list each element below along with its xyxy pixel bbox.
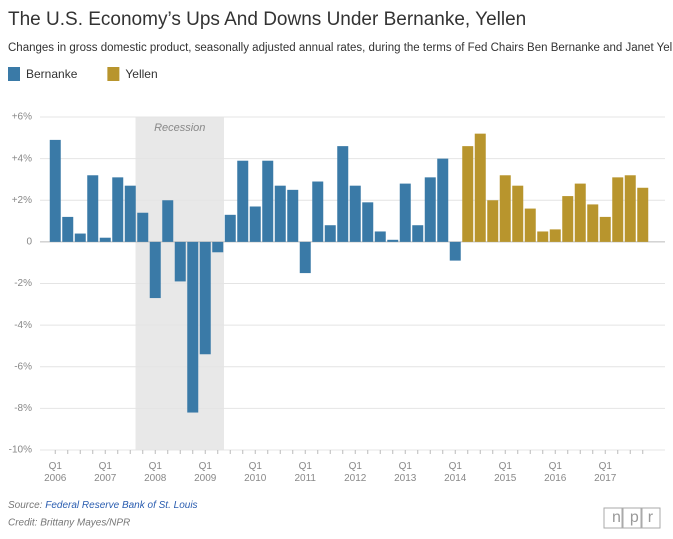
x-tick-label: Q1 2006 [44,461,67,484]
bar [112,177,124,242]
bar [149,241,161,299]
bar [274,185,286,242]
bar [237,160,249,242]
bar [349,185,361,242]
logo-text: npr [612,509,662,526]
bar [599,216,611,242]
y-tick-label: -2% [14,278,32,289]
bar [187,241,199,413]
bar [74,233,86,242]
bar [99,237,111,242]
x-tick-label: Q1 2009 [194,461,217,484]
bar [637,187,649,242]
bar [324,225,336,242]
bar [174,241,186,282]
y-tick-label: +6% [12,112,32,123]
bar [199,241,211,355]
bar [562,196,574,242]
x-tick-label: Q1 2010 [244,461,267,484]
credit: Credit: Brittany Mayes/NPR [8,518,130,529]
bar [574,183,586,242]
chart-subtitle: Changes in gross domestic product, seaso… [8,42,673,54]
bar [587,204,599,242]
bar [399,183,411,242]
bar [524,208,536,242]
bar [124,185,136,242]
bar [374,231,386,242]
legend-label: Yellen [125,67,157,81]
x-tick-label: Q1 2015 [494,461,517,484]
bar [474,133,486,242]
chart-title: The U.S. Economy’s Ups And Downs Under B… [8,9,526,30]
bar [62,216,74,242]
bar [162,200,174,242]
annotation: Recession [154,122,205,134]
bar [262,160,274,242]
bar [387,239,399,242]
bar [49,139,61,242]
y-tick-label: -6% [14,361,32,372]
logo-box [641,507,661,529]
y-tick-label: -10% [9,445,32,456]
bar [224,214,236,242]
bar [287,189,299,242]
bar [449,241,461,261]
bar [612,177,624,242]
x-tick-label: Q1 2012 [344,461,367,484]
bar [512,185,524,242]
x-tick-label: Q1 2008 [144,461,167,484]
logo-box [622,507,642,529]
bar [437,158,449,242]
y-tick-label: -4% [14,320,32,331]
x-tick-label: Q1 2013 [394,461,417,484]
bar [537,231,549,242]
bar [249,206,261,242]
y-tick-label: +4% [12,153,32,164]
bar [137,212,149,242]
legend-swatch [8,67,20,81]
source: Source: Federal Reserve Bank of St. Loui… [8,500,198,511]
bar [424,177,436,242]
bar [299,241,311,274]
bar [212,241,224,253]
y-tick-label: +2% [12,195,32,206]
bar [499,175,511,242]
bar [87,175,99,242]
footer: Source: Federal Reserve Bank of St. Loui… [8,500,198,529]
x-tick-label: Q1 2016 [544,461,567,484]
bar [312,181,324,242]
y-tick-label: -8% [14,403,32,414]
legend-swatch [107,67,120,81]
source-link[interactable]: Federal Reserve Bank of St. Louis [45,500,197,511]
bar [462,146,474,242]
x-tick-label: Q1 2011 [294,461,316,484]
legend-label: Bernanke [26,67,78,81]
x-tick-label: Q1 2014 [444,461,467,484]
bar [412,225,424,242]
x-tick-label: Q1 2017 [594,461,617,484]
x-tick-label: Q1 2007 [94,461,117,484]
bar [362,202,374,242]
bar [549,229,561,242]
source-label: Source: [8,500,45,511]
bar [624,175,636,242]
y-tick-label: 0 [26,237,32,248]
bar [337,146,349,242]
bar [487,200,499,242]
npr-logo: npr [603,507,662,529]
logo-box [603,507,623,529]
